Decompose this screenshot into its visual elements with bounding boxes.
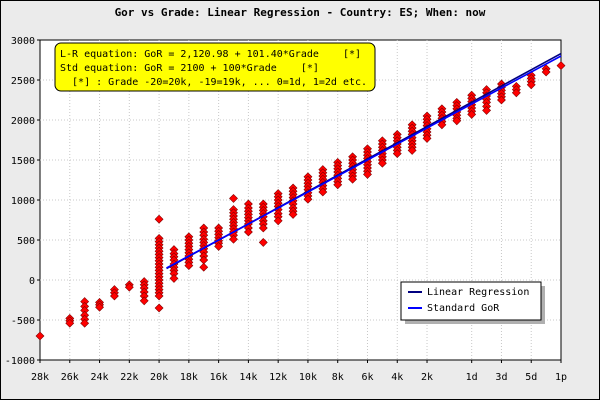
x-tick-label: 4k (391, 372, 403, 383)
data-point (437, 120, 447, 130)
x-axis-ticks: 28k 26k 24k 22k 20k 18k 16k 14k 12k 10k 8k 6k 4k 2k 1d… (31, 360, 567, 383)
y-axis-ticks: -1000 -500 0 500 1000 1500 2000 2500 3000 (5, 36, 40, 367)
lr-equation: L-R equation: GoR = 2,120.98 + 101.40*Gr… (60, 49, 361, 60)
data-point (511, 88, 521, 98)
data-point (80, 318, 90, 328)
regression-lines (166, 52, 562, 270)
data-point (348, 174, 358, 184)
data-point (541, 67, 551, 77)
chart-title: Gor vs Grade: Linear Regression - Countr… (115, 6, 486, 19)
data-point (482, 105, 491, 115)
data-point (169, 273, 179, 283)
data-point (154, 303, 164, 313)
std-equation: Std equation: GoR = 2100 + 100*Grade [*] (60, 63, 319, 74)
data-point (363, 169, 372, 179)
data-point (124, 282, 134, 292)
data-point (422, 133, 432, 143)
x-tick-label: 1p (555, 372, 567, 383)
y-tick-label: 1500 (11, 156, 35, 167)
x-tick-label: 1d (466, 372, 478, 383)
data-point (497, 95, 506, 105)
data-point (467, 109, 477, 119)
x-tick-label: 16k (210, 372, 228, 383)
x-tick-label: 12k (269, 372, 287, 383)
x-tick-label: 10k (299, 372, 317, 383)
data-point (110, 291, 119, 301)
data-point (229, 234, 238, 244)
data-point (65, 318, 75, 328)
data-point (556, 61, 566, 71)
y-tick-label: -1000 (5, 356, 35, 367)
data-point (184, 261, 194, 271)
legend-bg (400, 281, 542, 321)
x-tick-label: 26k (61, 372, 79, 383)
data-point (318, 187, 328, 197)
x-tick-label: 22k (120, 372, 138, 383)
data-point (35, 331, 45, 341)
legend-label-linear-regression: Linear Regression (427, 287, 529, 298)
y-tick-label: 0 (29, 276, 35, 287)
data-point (154, 291, 164, 301)
data-point (243, 227, 253, 237)
data-point (214, 241, 224, 251)
data-point (258, 237, 268, 247)
y-tick-label: 3000 (11, 36, 35, 47)
x-tick-label: 18k (180, 372, 198, 383)
data-point (392, 149, 402, 159)
legend-label-standard-gor: Standard GoR (427, 303, 500, 314)
y-tick-label: 2000 (11, 116, 35, 127)
x-tick-label: 2k (421, 372, 433, 383)
data-point (303, 194, 313, 204)
data-point (452, 116, 462, 126)
x-tick-label: 6k (361, 372, 373, 383)
series-line-standard-gor (166, 55, 562, 269)
equation-box-bg (54, 42, 376, 92)
y-tick-label: -500 (11, 316, 35, 327)
data-point (333, 180, 343, 190)
x-tick-label: 8k (332, 372, 344, 383)
x-tick-label: 3d (495, 372, 507, 383)
y-tick-label: 2500 (11, 76, 35, 87)
data-point (154, 214, 164, 224)
data-point (258, 223, 268, 233)
data-point (229, 193, 238, 203)
x-tick-label: 20k (150, 372, 168, 383)
x-tick-label: 14k (239, 372, 257, 383)
x-tick-label: 28k (31, 372, 49, 383)
legend: Linear Regression Standard GoR (400, 281, 545, 324)
data-point (377, 158, 387, 168)
data-point (199, 262, 209, 272)
data-point (139, 296, 149, 306)
data-point (95, 302, 104, 312)
y-tick-label: 1000 (11, 196, 35, 207)
equation-box: L-R equation: GoR = 2,120.98 + 101.40*Gr… (54, 42, 376, 92)
data-point (273, 216, 283, 226)
x-tick-label: 24k (91, 372, 109, 383)
data-point (288, 209, 298, 219)
data-point (407, 145, 417, 155)
grade-key-note: [*] : Grade -20=20k, -19=19k, ... 0=1d, … (60, 77, 367, 88)
data-point (526, 80, 536, 90)
x-tick-label: 5d (525, 372, 537, 383)
y-tick-label: 500 (17, 236, 35, 247)
